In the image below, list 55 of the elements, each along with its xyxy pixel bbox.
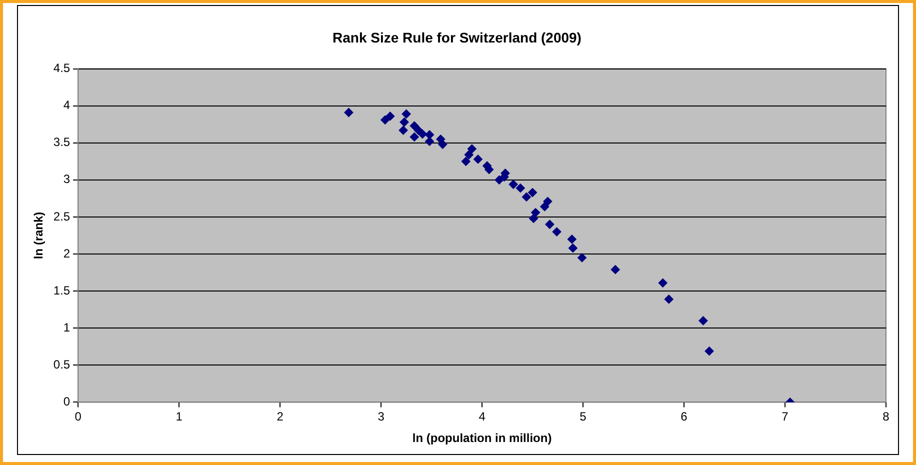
point xyxy=(474,154,482,164)
point xyxy=(494,175,504,184)
y-tick-label: 1.5 xyxy=(53,283,70,298)
point xyxy=(552,227,562,236)
point xyxy=(578,253,587,262)
point xyxy=(516,184,525,193)
point xyxy=(664,294,674,304)
point xyxy=(545,220,554,229)
point xyxy=(658,278,668,288)
y-tick-label: 0.5 xyxy=(53,357,70,372)
x-tick-label: 4 xyxy=(478,410,486,424)
x-tick-label: 0 xyxy=(74,410,82,424)
point xyxy=(414,126,423,135)
x-tick-label: 5 xyxy=(580,410,587,424)
chart-title: Rank Size Rule for Switzerland (2009) xyxy=(332,29,582,46)
point xyxy=(543,196,552,206)
point xyxy=(568,244,578,253)
point xyxy=(540,202,550,212)
point xyxy=(461,156,470,166)
point xyxy=(410,121,419,130)
point xyxy=(380,115,390,124)
point xyxy=(704,346,714,356)
x-tick-label: 7 xyxy=(782,410,789,424)
point xyxy=(410,132,419,142)
point xyxy=(531,208,540,218)
point xyxy=(522,192,531,202)
point xyxy=(528,188,538,198)
x-axis-title: ln (population in million) xyxy=(412,431,552,446)
point xyxy=(436,134,446,144)
y-tick-label: 3.5 xyxy=(53,135,70,150)
point xyxy=(698,316,708,326)
y-tick-label: 2.5 xyxy=(53,209,70,224)
point xyxy=(529,214,538,223)
y-tick-label: 4.5 xyxy=(53,61,70,76)
point xyxy=(398,126,408,135)
point xyxy=(610,265,620,274)
point xyxy=(467,144,476,154)
y-tick-label: 4 xyxy=(63,98,70,112)
point xyxy=(567,234,576,244)
x-tick-label: 2 xyxy=(276,410,284,424)
y-tick-label: 2 xyxy=(63,246,70,260)
y-tick-label: 0 xyxy=(63,394,70,409)
point xyxy=(464,150,474,160)
point xyxy=(344,108,354,118)
point xyxy=(386,112,395,121)
x-tick-label: 1 xyxy=(176,410,183,424)
x-tick-label: 6 xyxy=(680,410,688,424)
x-tick-label: 3 xyxy=(378,410,385,424)
y-tick-label: 1 xyxy=(63,320,70,334)
x-tick-label: 8 xyxy=(882,410,890,424)
y-tick-label: 3 xyxy=(63,172,70,186)
y-axis-title: ln (rank) xyxy=(32,212,46,260)
point xyxy=(400,118,409,127)
point xyxy=(508,180,518,189)
point xyxy=(402,109,411,118)
